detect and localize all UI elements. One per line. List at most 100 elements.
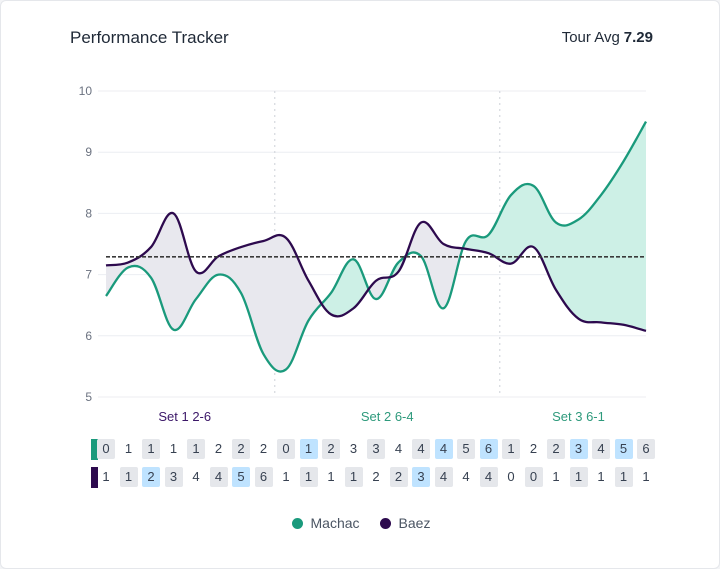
legend-item-machac[interactable]: Machac <box>291 515 360 531</box>
machac-point <box>621 158 627 164</box>
machac-point <box>148 275 154 281</box>
machac-point <box>553 220 559 226</box>
machac-game-score: 0 <box>277 439 295 459</box>
machac-game-score: 1 <box>502 439 520 459</box>
tour-average-label: Tour Avg <box>561 29 620 46</box>
machac-game-score: 6 <box>479 439 498 459</box>
baez-point <box>351 305 357 311</box>
baez-row-marker <box>91 467 98 488</box>
legend-dot-baez-icon <box>379 517 391 529</box>
baez-point <box>283 235 289 241</box>
machac-game-score: 1 <box>299 439 318 459</box>
machac-lead-area <box>106 121 646 331</box>
baez-point <box>373 278 379 284</box>
baez-game-score: 4 <box>462 469 470 484</box>
machac-game-score: 1 <box>187 439 205 459</box>
machac-game-score: 5 <box>614 439 633 459</box>
baez-point <box>576 316 582 322</box>
machac-game-score: 1 <box>169 441 178 456</box>
tour-average-value: 7.29 <box>623 29 653 46</box>
baez-game-score: 1 <box>282 469 290 484</box>
machac-point <box>463 238 469 244</box>
baez-game-score: 4 <box>434 467 453 487</box>
baez-game-score: 6 <box>254 467 273 487</box>
baez-point <box>103 262 109 268</box>
machac-game-score: 3 <box>349 441 358 456</box>
baez-game-score: 3 <box>412 467 430 487</box>
machac-point <box>598 192 604 198</box>
machac-point <box>441 305 447 311</box>
machac-game-score: 2 <box>547 439 565 459</box>
chart-title: Performance Tracker <box>70 28 229 47</box>
machac-point <box>643 119 649 125</box>
baez-point <box>553 287 559 293</box>
baez-game-score: 3 <box>164 467 183 487</box>
baez-game-score: 1 <box>119 467 138 487</box>
y-tick-label: 8 <box>85 206 92 220</box>
baez-game-score: 1 <box>299 467 318 487</box>
baez-point <box>418 220 424 226</box>
machac-game-score: 2 <box>529 441 538 456</box>
baez-point <box>148 244 154 250</box>
set-label: Set 2 6-4 <box>361 409 414 424</box>
machac-game-score: 5 <box>457 439 475 459</box>
baez-point <box>306 278 312 284</box>
legend-item-baez[interactable]: Baez <box>379 515 430 531</box>
baez-point <box>463 246 469 252</box>
baez-game-score: 1 <box>597 469 605 484</box>
machac-game-score: 2 <box>232 439 250 459</box>
machac-game-score: 4 <box>592 439 610 459</box>
baez-game-score: 5 <box>232 467 250 487</box>
y-tick-label: 5 <box>85 390 92 404</box>
set-label: Set 1 2-6 <box>158 409 211 424</box>
machac-point <box>283 366 289 372</box>
y-tick-label: 7 <box>85 268 92 282</box>
machac-point <box>396 259 402 265</box>
baez-point <box>621 322 627 328</box>
machac-game-score: 3 <box>367 439 385 459</box>
machac-point <box>171 327 177 333</box>
chart-legend: Machac Baez <box>1 515 720 531</box>
machac-point <box>103 293 109 299</box>
performance-chart: 5 6 7 8 9 10 Set 1 2-6 Set 2 6-4 Set 3 6-1 <box>79 84 649 424</box>
machac-point <box>261 351 267 357</box>
baez-point <box>598 319 604 325</box>
baez-point <box>238 244 244 250</box>
legend-dot-machac-icon <box>291 517 303 529</box>
baez-game-score: 1 <box>614 467 633 487</box>
machac-game-score: 6 <box>637 439 655 459</box>
baez-point <box>126 259 132 265</box>
machac-game-score: 2 <box>214 441 223 456</box>
baez-game-score: 4 <box>479 467 498 487</box>
machac-point <box>531 183 537 189</box>
baez-game-score: 2 <box>372 469 380 484</box>
legend-label-machac: Machac <box>310 515 360 531</box>
machac-game-score: 2 <box>259 441 268 456</box>
machac-point <box>373 296 379 302</box>
machac-game-score: 2 <box>322 439 340 459</box>
machac-game-score: 4 <box>434 439 453 459</box>
baez-point <box>508 261 514 267</box>
machac-point <box>328 290 334 296</box>
y-tick-label: 9 <box>85 145 92 159</box>
baez-game-score: 0 <box>507 469 515 484</box>
machac-game-score: 1 <box>142 439 160 459</box>
baez-game-score: 1 <box>102 469 110 484</box>
machac-point <box>576 217 582 223</box>
baez-game-score: 1 <box>642 469 650 484</box>
baez-game-score: 0 <box>524 467 543 487</box>
machac-game-score: 0 <box>97 439 115 459</box>
baez-game-score: 4 <box>209 467 228 487</box>
machac-game-score: 4 <box>412 439 430 459</box>
baez-point <box>396 269 402 275</box>
baez-game-score: 1 <box>552 469 560 484</box>
set-label: Set 3 6-1 <box>552 409 605 424</box>
machac-point <box>508 192 514 198</box>
baez-game-score: 1 <box>327 469 335 484</box>
baez-line <box>105 212 647 333</box>
baez-point <box>441 241 447 247</box>
baez-point <box>486 250 492 256</box>
baez-game-score: 2 <box>142 467 160 487</box>
machac-game-score: 4 <box>394 441 403 456</box>
